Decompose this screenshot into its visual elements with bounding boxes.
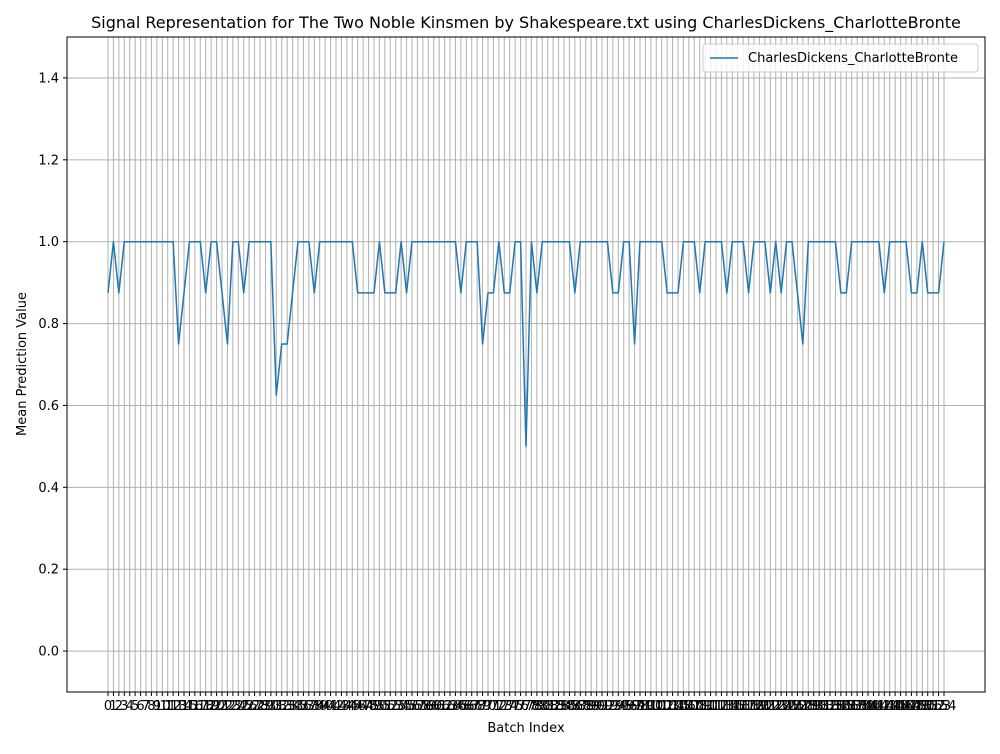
y-tick-label: 0.6 — [38, 399, 59, 414]
y-tick-label: 0.8 — [38, 317, 59, 332]
legend: CharlesDickens_CharlotteBronte — [703, 44, 978, 72]
y-tick-label: 0.2 — [38, 563, 59, 578]
y-tick-label: 1.0 — [38, 235, 59, 250]
y-tick-label: 1.4 — [38, 71, 59, 86]
y-axis-label: Mean Prediction Value — [15, 292, 30, 436]
y-tick-label: 1.2 — [38, 153, 59, 168]
x-tick-label: 154 — [932, 699, 957, 714]
chart-title: Signal Representation for The Two Noble … — [91, 13, 961, 33]
y-tick-label: 0.4 — [38, 481, 59, 496]
legend-label: CharlesDickens_CharlotteBronte — [748, 51, 958, 66]
x-axis-label: Batch Index — [487, 721, 565, 736]
y-tick-label: 0.0 — [38, 645, 59, 660]
